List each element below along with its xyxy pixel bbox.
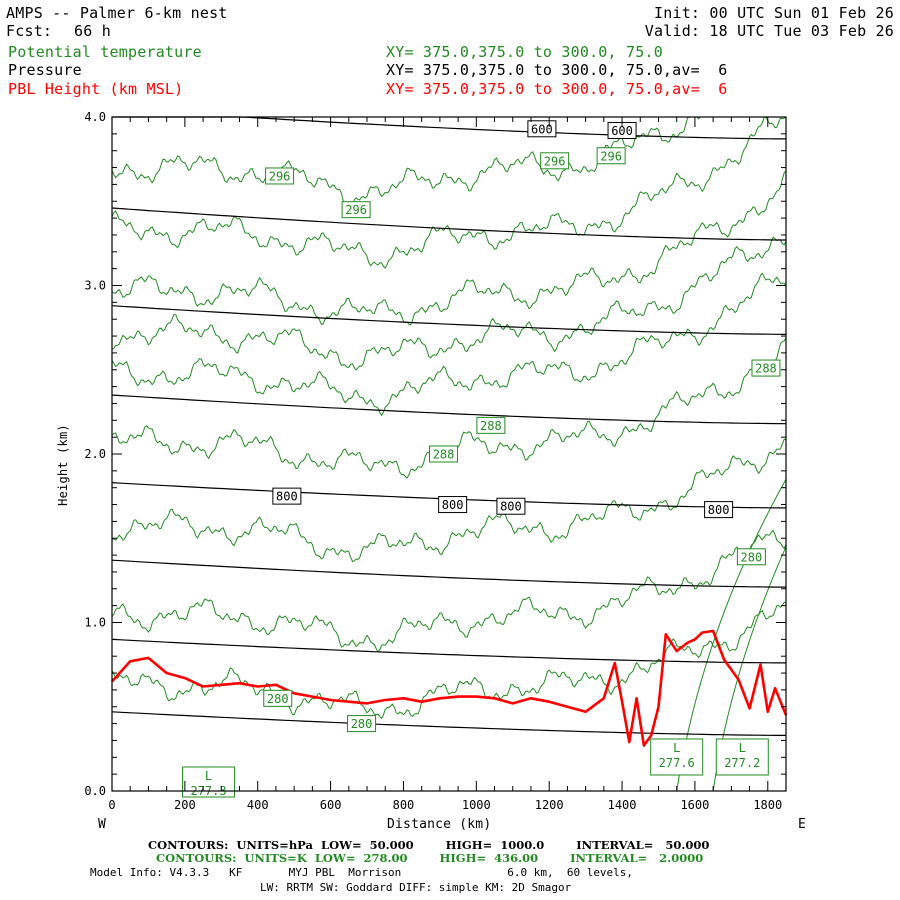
y-tick-label-1.0: 1.0 <box>84 616 106 630</box>
isobar-label-3-box <box>438 496 468 514</box>
x-tick-label-1000: 1000 <box>462 798 491 812</box>
theta-contour-288 <box>111 272 787 417</box>
theta-label-5-box <box>476 416 506 434</box>
isobar-label-5-box <box>704 501 734 519</box>
field-pbl-xy: XY= 375.0,375.0 to 300.0, 75.0,av= 6 <box>386 80 728 98</box>
field-theta-name: Potential temperature <box>8 43 202 61</box>
y-tick-label-3.0: 3.0 <box>84 279 106 293</box>
y-axis-title: Height (km) <box>55 424 70 506</box>
theta-label-5: 288 <box>480 419 502 433</box>
theta-label-4: 288 <box>755 362 777 376</box>
theta-contour-280 <box>111 601 786 720</box>
theta-label-3: 296 <box>600 149 622 163</box>
minimum-label-1: L <box>739 741 746 755</box>
footer-physics: LW: RRTM SW: Goddard DIFF: simple KM: 2D… <box>260 881 572 894</box>
theta-label-7-box <box>736 548 766 566</box>
minimum-label-0: L <box>673 741 680 755</box>
isobar-850 <box>111 559 786 588</box>
field-pbl-name: PBL Height (km MSL) <box>8 80 184 98</box>
theta-contours <box>111 116 787 792</box>
theta-label-1: 296 <box>345 203 367 217</box>
west-end-label: W <box>98 817 107 832</box>
isobar-label-2-box <box>272 487 302 505</box>
theta-label-4-box <box>751 359 781 377</box>
pbl-height-series <box>111 629 788 747</box>
minimum-value-0: 277.6 <box>659 756 695 770</box>
minimum-box-1 <box>715 738 769 776</box>
x-axis-title: Distance (km) <box>387 817 492 832</box>
y-tick-label-4.0: 4.0 <box>84 110 106 124</box>
theta-contour-294 <box>111 116 787 269</box>
field-theta-xy: XY= 375.0,375.0 to 300.0, 75.0 <box>386 43 663 61</box>
valid-time: Valid: 18 UTC Tue 03 Feb 26 <box>644 22 894 40</box>
x-tick-label-1600: 1600 <box>680 798 709 812</box>
theta-label-6: 288 <box>433 448 455 462</box>
theta-label-8-box <box>263 689 293 707</box>
isobar-label-3: 800 <box>442 498 464 512</box>
theta-label-0-box <box>265 167 295 185</box>
theta-label-8: 280 <box>267 692 289 706</box>
minimum-box-0 <box>650 738 704 776</box>
y-tick-label-2.0: 2.0 <box>84 447 106 461</box>
isobar-650 <box>111 207 786 241</box>
theta-contour-290 <box>111 236 787 371</box>
x-tick-label-1800: 1800 <box>753 798 782 812</box>
theta-label-3-box <box>596 147 626 165</box>
isobar-900 <box>111 638 786 664</box>
x-tick-label-1400: 1400 <box>608 798 637 812</box>
isobar-contours <box>111 116 787 736</box>
axes: 0 200 400 600 800 1000 1200 1400 1600 1800 0.0 1.0 2… <box>84 110 787 812</box>
forecast-value: 66 h <box>74 22 111 40</box>
isobar-label-4-box <box>496 497 526 515</box>
isobar-label-2: 800 <box>276 490 298 504</box>
x-tick-label-600: 600 <box>320 798 342 812</box>
field-pressure-xy: XY= 375.0,375.0 to 300.0, 75.0,av= 6 <box>386 61 728 79</box>
x-tick-label-1200: 1200 <box>535 798 564 812</box>
contour-labels: 600 600 800 800 800 800 296 296 296 296 288 288 288 2… <box>182 120 781 798</box>
x-tick-label-0: 0 <box>108 798 115 812</box>
theta-contour-282 <box>111 529 787 653</box>
footer-contours-hpa: CONTOURS: UNITS=hPa LOW= 50.000 HIGH= 10… <box>148 838 710 852</box>
x-tick-label-800: 800 <box>393 798 415 812</box>
minimum-label-2: L <box>205 769 212 783</box>
east-end-label: E <box>798 817 807 832</box>
theta-contour-284 <box>111 438 787 563</box>
theta-label-9: 280 <box>351 717 373 731</box>
isobar-950 <box>111 711 786 736</box>
theta-label-7: 280 <box>741 550 763 564</box>
theta-contour-296 <box>111 116 786 209</box>
x-tick-label-400: 400 <box>247 798 269 812</box>
field-pressure-name: Pressure <box>8 61 82 79</box>
theta-label-2-box <box>540 152 570 170</box>
isobar-750 <box>111 394 787 425</box>
footer-model-info: Model Info: V4.3.3 KF MYJ PBL Morrison 6… <box>90 866 634 879</box>
forecast-label: Fcst: <box>6 22 53 40</box>
pbl-height-line <box>111 629 788 747</box>
x-tick-label-200: 200 <box>174 798 196 812</box>
isobar-700 <box>111 305 787 335</box>
isobar-label-4: 800 <box>500 500 522 514</box>
footer-contours-k: CONTOURS: UNITS=K LOW= 278.00 HIGH= 436.… <box>156 851 704 865</box>
init-time: Init: 00 UTC Sun 01 Feb 26 <box>654 4 894 22</box>
isobar-label-5: 800 <box>708 503 730 517</box>
theta-label-9-box <box>347 715 377 733</box>
theta-label-6-box <box>429 445 459 463</box>
theta-label-2: 296 <box>544 154 566 168</box>
isobar-label-0: 600 <box>531 122 553 136</box>
minimum-value-1: 277.2 <box>724 756 760 770</box>
cross-section-chart: 600 600 800 800 800 800 296 296 296 296 288 288 288 2… <box>84 110 788 812</box>
chart-title: AMPS -- Palmer 6-km nest <box>6 4 228 22</box>
isobar-label-1: 600 <box>611 124 633 138</box>
theta-contour-292 <box>111 170 787 326</box>
y-tick-label-0.0: 0.0 <box>84 784 106 798</box>
minimum-box-2 <box>182 766 236 798</box>
theta-label-0: 296 <box>269 169 291 183</box>
theta-label-1-box <box>341 201 371 219</box>
